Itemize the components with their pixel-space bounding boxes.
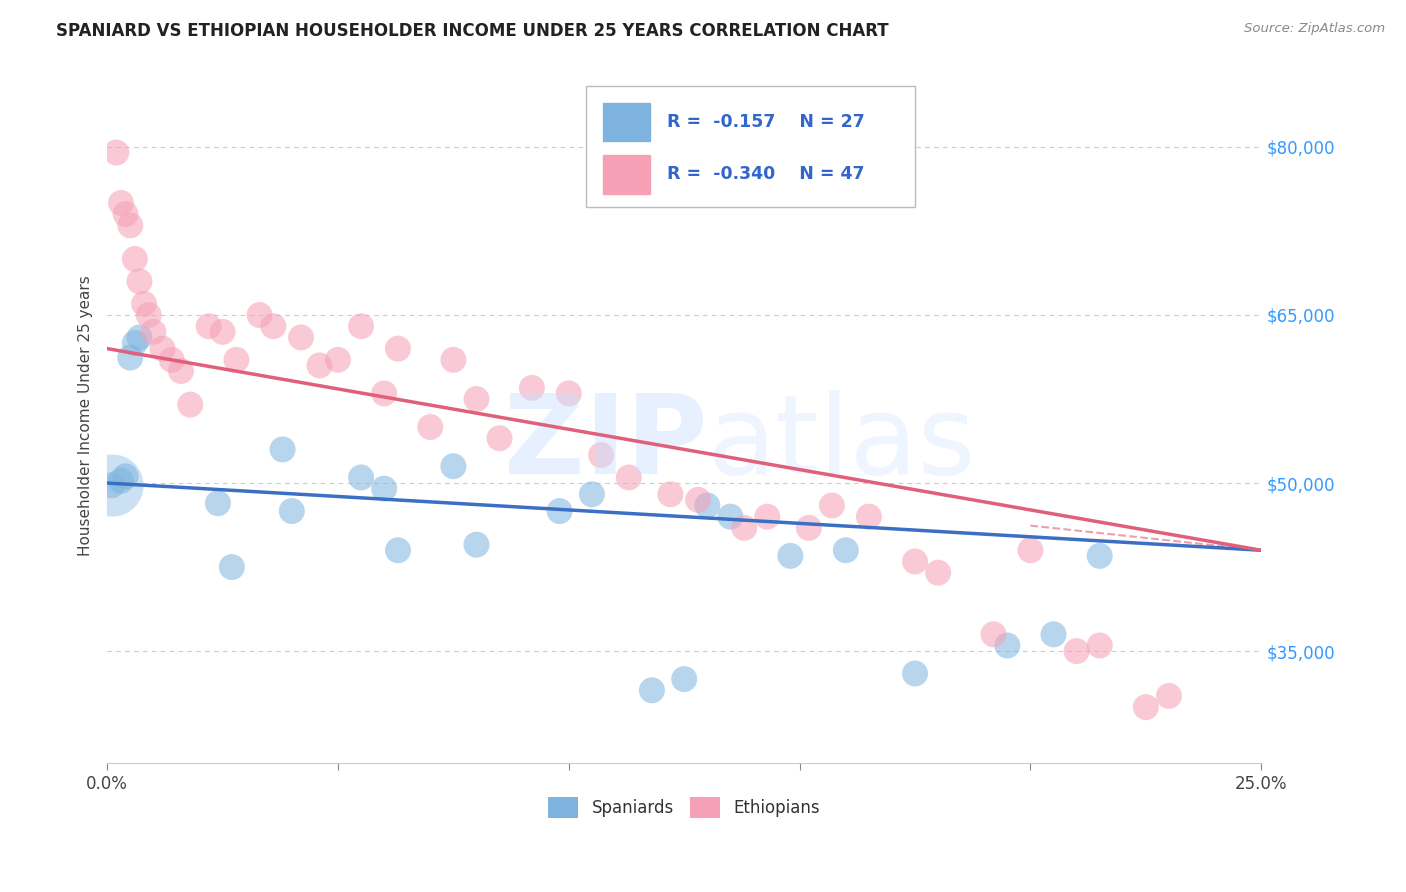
Point <box>290 330 312 344</box>
Point <box>225 352 247 367</box>
Point <box>160 352 183 367</box>
Point <box>904 554 927 568</box>
Point <box>548 504 571 518</box>
Point <box>1157 689 1180 703</box>
Point <box>1088 549 1111 563</box>
Point <box>465 538 488 552</box>
Point <box>105 145 128 160</box>
Point <box>373 386 395 401</box>
Point <box>207 496 229 510</box>
Text: atlas: atlas <box>707 390 976 497</box>
Point <box>488 431 510 445</box>
Point <box>1135 700 1157 714</box>
Point <box>419 420 441 434</box>
Point <box>308 359 330 373</box>
Point <box>1042 627 1064 641</box>
Point <box>387 342 409 356</box>
Point <box>617 470 640 484</box>
Point <box>128 274 150 288</box>
Point <box>326 352 349 367</box>
Text: R =  -0.340    N = 47: R = -0.340 N = 47 <box>666 165 865 184</box>
Point <box>110 196 132 211</box>
Point <box>733 521 755 535</box>
Point <box>100 478 122 492</box>
Point <box>797 521 820 535</box>
Point <box>271 442 294 457</box>
Point <box>441 459 464 474</box>
Point <box>138 308 160 322</box>
Text: ZIP: ZIP <box>503 390 707 497</box>
Point <box>1019 543 1042 558</box>
Point <box>387 543 409 558</box>
Point <box>718 509 741 524</box>
Point <box>696 499 718 513</box>
Point <box>659 487 682 501</box>
Legend: Spaniards, Ethiopians: Spaniards, Ethiopians <box>541 790 827 824</box>
Point <box>120 219 142 233</box>
Point <box>779 549 801 563</box>
Point <box>211 325 233 339</box>
Point <box>686 492 709 507</box>
Point <box>100 478 122 492</box>
Point <box>558 386 581 401</box>
Point <box>281 504 304 518</box>
Point <box>983 627 1005 641</box>
Point <box>641 683 664 698</box>
Y-axis label: Householder Income Under 25 years: Householder Income Under 25 years <box>79 276 93 557</box>
Point <box>835 543 858 558</box>
Point <box>110 474 132 488</box>
Point <box>114 207 136 221</box>
Point <box>858 509 880 524</box>
Point <box>520 381 543 395</box>
Point <box>904 666 927 681</box>
Point <box>591 448 613 462</box>
Bar <box>603 103 650 142</box>
Point <box>124 252 146 266</box>
Text: R =  -0.157    N = 27: R = -0.157 N = 27 <box>666 113 865 131</box>
Point <box>350 470 373 484</box>
Point <box>197 319 219 334</box>
Point <box>152 342 174 356</box>
Point <box>124 336 146 351</box>
Point <box>179 398 201 412</box>
Point <box>221 560 243 574</box>
Text: SPANIARD VS ETHIOPIAN HOUSEHOLDER INCOME UNDER 25 YEARS CORRELATION CHART: SPANIARD VS ETHIOPIAN HOUSEHOLDER INCOME… <box>56 22 889 40</box>
FancyBboxPatch shape <box>586 86 915 208</box>
Point <box>581 487 603 501</box>
Bar <box>603 155 650 194</box>
Point <box>821 499 844 513</box>
Point <box>262 319 284 334</box>
Point <box>170 364 193 378</box>
Point <box>1066 644 1088 658</box>
Point <box>1088 639 1111 653</box>
Point <box>142 325 165 339</box>
Point <box>995 639 1018 653</box>
Point <box>373 482 395 496</box>
Point <box>249 308 271 322</box>
Point <box>114 469 136 483</box>
Point <box>465 392 488 406</box>
Point <box>120 351 142 365</box>
Point <box>673 672 696 686</box>
Point <box>132 297 155 311</box>
Text: Source: ZipAtlas.com: Source: ZipAtlas.com <box>1244 22 1385 36</box>
Point <box>350 319 373 334</box>
Point <box>927 566 949 580</box>
Point <box>128 330 150 344</box>
Point <box>441 352 464 367</box>
Point <box>756 509 779 524</box>
